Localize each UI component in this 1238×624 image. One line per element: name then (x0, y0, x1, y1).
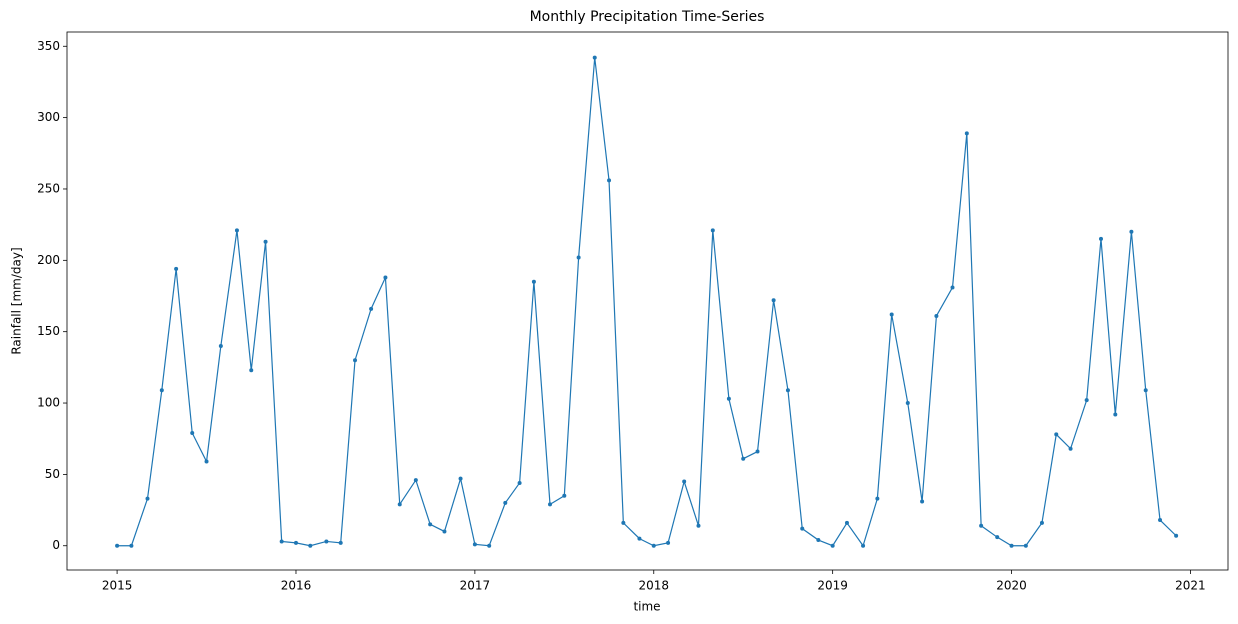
data-point (830, 543, 835, 548)
y-tick-label: 200 (37, 253, 60, 267)
data-point (531, 279, 536, 284)
data-point (696, 523, 701, 528)
x-axis-label: time (633, 600, 660, 614)
x-tick-label: 2017 (460, 579, 491, 593)
data-point (1039, 520, 1044, 525)
data-point (816, 538, 821, 543)
y-tick-label: 300 (37, 110, 60, 124)
data-point (1023, 543, 1028, 548)
data-point (249, 368, 254, 373)
data-point (682, 479, 687, 484)
x-tick-label: 2019 (817, 579, 848, 593)
x-tick-label: 2015 (102, 579, 133, 593)
data-point (1143, 388, 1148, 393)
series-line (117, 57, 1177, 548)
chart-title: Monthly Precipitation Time-Series (530, 9, 765, 25)
data-point (889, 312, 894, 317)
data-point (324, 539, 329, 544)
data-point (1009, 543, 1014, 548)
y-tick-label: 0 (52, 538, 60, 552)
data-point (548, 502, 553, 507)
data-point (190, 431, 195, 436)
data-point (637, 536, 642, 541)
data-point (517, 480, 522, 485)
data-point (428, 522, 433, 527)
data-point (204, 459, 209, 464)
data-point (934, 313, 939, 318)
data-point (353, 358, 358, 363)
data-point (1054, 432, 1059, 437)
data-point (666, 540, 671, 545)
data-point (397, 502, 402, 507)
x-tick-label: 2018 (638, 579, 669, 593)
data-point (844, 520, 849, 525)
data-point (1098, 236, 1103, 241)
data-point (293, 540, 298, 545)
data-point (308, 543, 313, 548)
data-point (710, 228, 715, 233)
data-point (369, 306, 374, 311)
data-point (129, 543, 134, 548)
data-point (726, 396, 731, 401)
data-point (800, 526, 805, 531)
x-tick-label: 2021 (1175, 579, 1206, 593)
data-point (263, 239, 268, 244)
data-point (562, 493, 567, 498)
data-point (1158, 518, 1163, 523)
data-point (1084, 398, 1089, 403)
data-point (905, 401, 910, 406)
data-point (621, 520, 626, 525)
data-point (875, 496, 880, 501)
y-tick-label: 350 (37, 39, 60, 53)
x-tick-label: 2020 (996, 579, 1027, 593)
data-point (487, 543, 492, 548)
data-point (607, 178, 612, 183)
y-tick-label: 100 (37, 396, 60, 410)
y-tick-label: 150 (37, 324, 60, 338)
data-point (503, 500, 508, 505)
data-point (174, 266, 179, 271)
data-point (115, 543, 120, 548)
data-point (755, 449, 760, 454)
data-point (1129, 229, 1134, 234)
data-point (1113, 412, 1118, 417)
data-point (159, 388, 164, 393)
y-axis-label: Rainfall [mm/day] (10, 247, 24, 354)
data-point (576, 255, 581, 260)
data-point (861, 543, 866, 548)
y-tick-label: 250 (37, 181, 60, 195)
data-point (950, 285, 955, 290)
data-point (1174, 533, 1179, 538)
data-point (920, 499, 925, 504)
data-point (771, 298, 776, 303)
data-point (442, 529, 447, 534)
x-tick-label: 2016 (281, 579, 312, 593)
data-point (592, 55, 597, 60)
data-point (472, 542, 477, 547)
data-point (651, 543, 656, 548)
data-point (785, 388, 790, 393)
data-point (413, 478, 418, 483)
data-point (995, 535, 1000, 540)
data-point (218, 343, 223, 348)
data-point (383, 275, 388, 280)
data-point (279, 539, 284, 544)
data-point (338, 540, 343, 545)
y-tick-label: 50 (45, 467, 60, 481)
data-point (234, 228, 239, 233)
data-point (458, 476, 463, 481)
plot-frame (66, 31, 1229, 571)
data-point (964, 131, 969, 136)
data-point (979, 523, 984, 528)
data-point (145, 496, 150, 501)
data-point (1068, 446, 1073, 451)
data-point (741, 456, 746, 461)
